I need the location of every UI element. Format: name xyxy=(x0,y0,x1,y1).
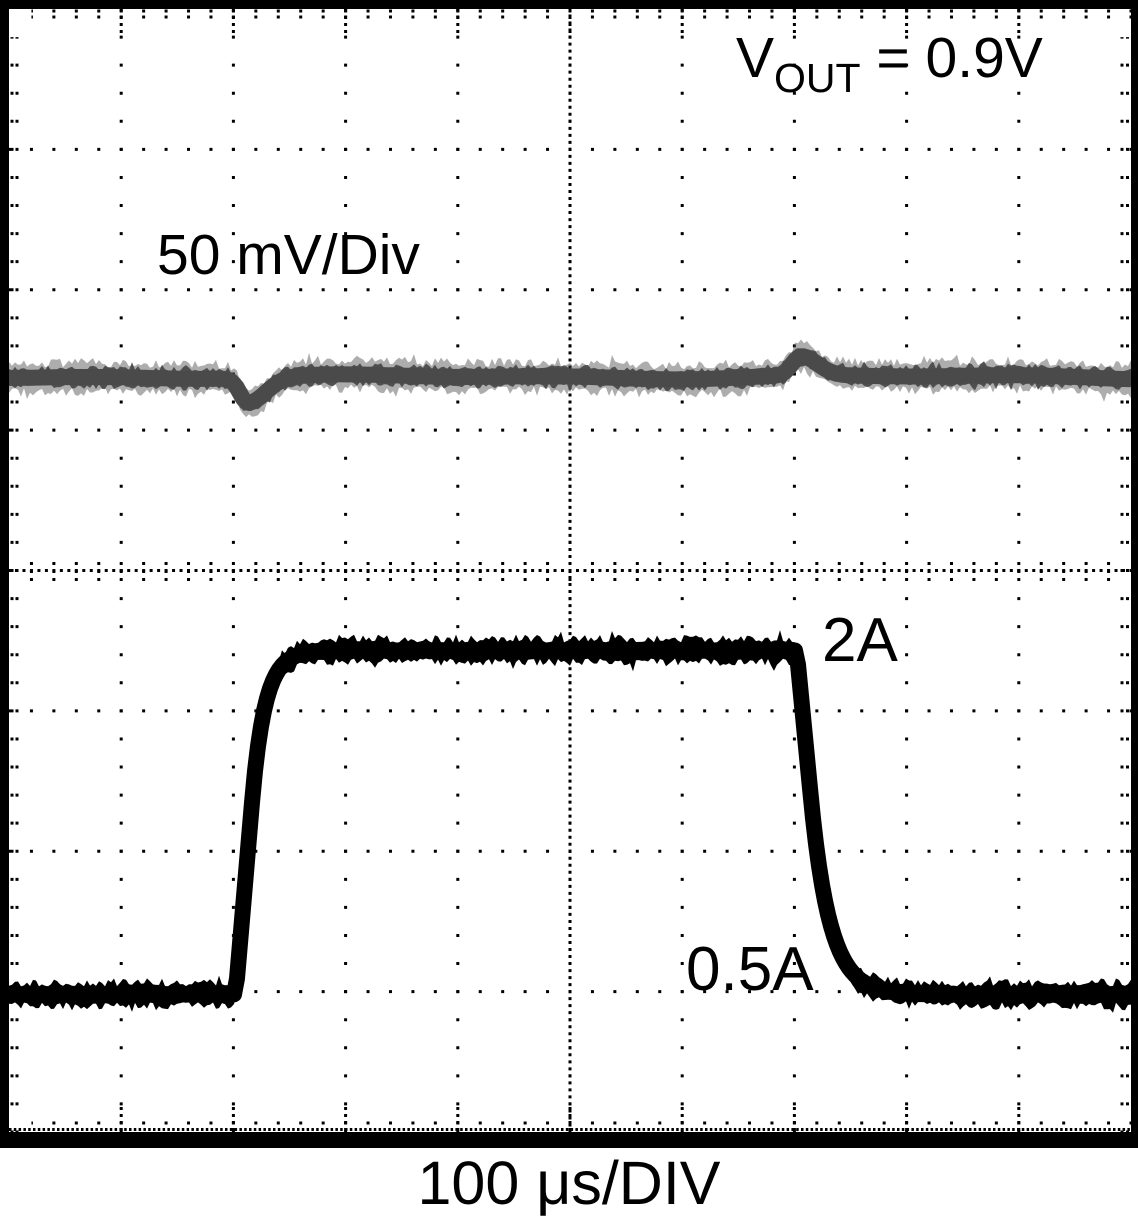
graticule xyxy=(9,9,1131,1132)
scope-frame xyxy=(0,0,1138,1148)
current-high-label: 2A xyxy=(822,606,898,675)
traces xyxy=(4,339,1136,1013)
vout-prefix: V xyxy=(736,26,775,90)
voltage-trace-core xyxy=(9,348,1131,412)
vout-label: VOUT = 0.9V xyxy=(736,30,1043,99)
vout-value: = 0.9V xyxy=(860,26,1043,90)
voltage-scale-label: 50 mV/Div xyxy=(157,223,420,287)
current-low-label: 0.5A xyxy=(686,935,814,1004)
time-scale-label: 100 μs/DIV xyxy=(417,1149,721,1217)
vout-subscript: OUT xyxy=(774,55,861,101)
